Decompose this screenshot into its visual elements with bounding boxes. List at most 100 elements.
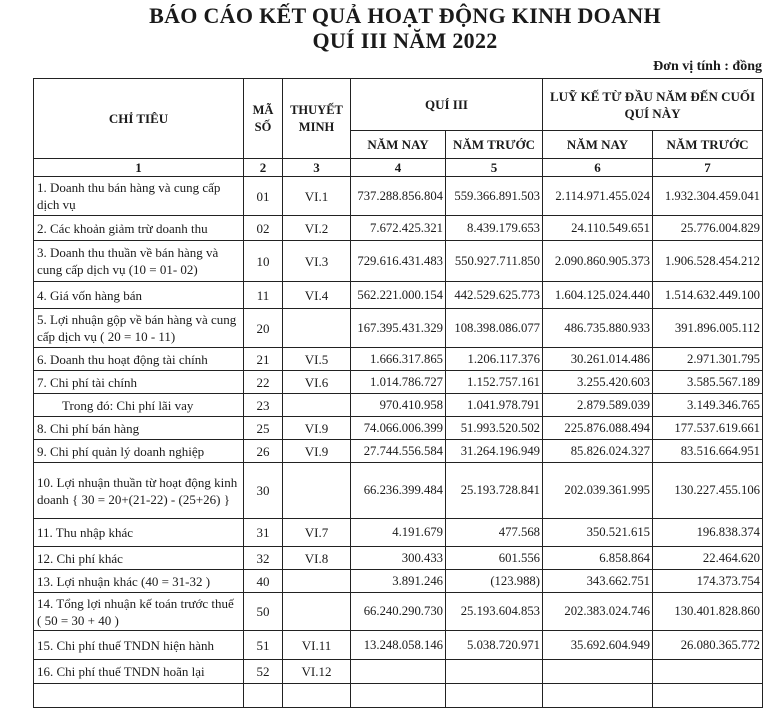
value-q-now: 27.744.556.584 bbox=[350, 439, 446, 463]
report-title: BÁO CÁO KẾT QUẢ HOẠT ĐỘNG KINH DOANH bbox=[149, 3, 661, 28]
value-c-prev: 22.464.620 bbox=[652, 546, 763, 570]
value-c-prev: 174.373.754 bbox=[652, 569, 763, 593]
value-c-prev bbox=[652, 659, 763, 684]
value-q-prev: 1.041.978.791 bbox=[445, 393, 543, 417]
row-note: VI.7 bbox=[282, 518, 351, 547]
value-q-prev: 51.993.520.502 bbox=[445, 416, 543, 440]
value-q-prev: 1.152.757.161 bbox=[445, 370, 543, 394]
row-note: VI.2 bbox=[282, 215, 351, 241]
row-label: 15. Chi phí thuế TNDN hiện hành bbox=[33, 630, 244, 660]
value-q-prev: (123.988) bbox=[445, 569, 543, 593]
row-label: 2. Các khoản giảm trừ doanh thu bbox=[33, 215, 244, 241]
row-label: 5. Lợi nhuận gộp về bán hàng và cung cấp… bbox=[33, 308, 244, 348]
row-note: VI.12 bbox=[282, 659, 351, 684]
value-c-prev: 2.971.301.795 bbox=[652, 347, 763, 371]
row-code: 40 bbox=[243, 569, 283, 593]
header-quarter-this-year: NĂM NAY bbox=[350, 130, 446, 159]
value-q-now: 66.240.290.730 bbox=[350, 592, 446, 631]
row-label: 10. Lợi nhuận thuần từ hoạt động kinh do… bbox=[33, 462, 244, 519]
row-label: 13. Lợi nhuận khác (40 = 31-32 ) bbox=[33, 569, 244, 593]
value-c-now: 30.261.014.486 bbox=[542, 347, 653, 371]
row-code: 11 bbox=[243, 281, 283, 309]
row-note: VI.8 bbox=[282, 546, 351, 570]
value-q-prev bbox=[445, 659, 543, 684]
value-c-prev: 3.149.346.765 bbox=[652, 393, 763, 417]
value-q-now: 1.666.317.865 bbox=[350, 347, 446, 371]
table-row: 7. Chi phí tài chính 22 VI.6 1.014.786.727 1… bbox=[33, 370, 763, 394]
row-label: 9. Chi phí quản lý doanh nghiệp bbox=[33, 439, 244, 463]
row-code: 02 bbox=[243, 215, 283, 241]
value-c-prev: 1.932.304.459.041 bbox=[652, 176, 763, 216]
row-label: 16. Chi phí thuế TNDN hoãn lại bbox=[33, 659, 244, 684]
row-code: 20 bbox=[243, 308, 283, 348]
row-note: VI.6 bbox=[282, 370, 351, 394]
row-code: 22 bbox=[243, 370, 283, 394]
value-q-now: 3.891.246 bbox=[350, 569, 446, 593]
value-c-now: 2.114.971.455.024 bbox=[542, 176, 653, 216]
value-c-now: 202.383.024.746 bbox=[542, 592, 653, 631]
value-q-prev: 477.568 bbox=[445, 518, 543, 547]
header-cumulative-last-year: NĂM TRƯỚC bbox=[652, 130, 763, 159]
value-c-now: 2.090.860.905.373 bbox=[542, 240, 653, 282]
column-number: 3 bbox=[282, 158, 351, 177]
row-note: VI.4 bbox=[282, 281, 351, 309]
row-note: VI.3 bbox=[282, 240, 351, 282]
row-note: VI.9 bbox=[282, 439, 351, 463]
row-note: VI.11 bbox=[282, 630, 351, 660]
value-c-prev: 196.838.374 bbox=[652, 518, 763, 547]
header-thuyet-minh: THUYẾT MINH bbox=[282, 78, 351, 159]
value-q-prev: 559.366.891.503 bbox=[445, 176, 543, 216]
value-c-now: 343.662.751 bbox=[542, 569, 653, 593]
table-row: 9. Chi phí quản lý doanh nghiệp 26 VI.9 27.… bbox=[33, 439, 763, 463]
row-label: 6. Doanh thu hoạt động tài chính bbox=[33, 347, 244, 371]
header-ma-so: MÃ SỐ bbox=[243, 78, 283, 159]
value-c-prev: 130.227.455.106 bbox=[652, 462, 763, 519]
table-row: 4. Giá vốn hàng bán 11 VI.4 562.221.000.154… bbox=[33, 281, 763, 309]
report-period: QUÍ III NĂM 2022 bbox=[312, 28, 498, 53]
table-row-partial bbox=[33, 683, 763, 708]
row-label: 8. Chi phí bán hàng bbox=[33, 416, 244, 440]
value-c-prev: 130.401.828.860 bbox=[652, 592, 763, 631]
currency-unit: Đơn vị tính : đồng bbox=[653, 59, 762, 74]
value-c-now: 6.858.864 bbox=[542, 546, 653, 570]
value-q-prev: 31.264.196.949 bbox=[445, 439, 543, 463]
header-cumulative: LUỸ KẾ TỪ ĐẦU NĂM ĐẾN CUỐI QUÍ NÀY bbox=[542, 78, 763, 131]
value-q-now bbox=[350, 659, 446, 684]
value-c-prev: 177.537.619.661 bbox=[652, 416, 763, 440]
row-code: 51 bbox=[243, 630, 283, 660]
header-chi-tieu: CHỈ TIÊU bbox=[33, 78, 244, 159]
value-c-now: 35.692.604.949 bbox=[542, 630, 653, 660]
value-c-prev: 1.514.632.449.100 bbox=[652, 281, 763, 309]
value-c-now: 24.110.549.651 bbox=[542, 215, 653, 241]
value-c-prev: 1.906.528.454.212 bbox=[652, 240, 763, 282]
value-q-now: 167.395.431.329 bbox=[350, 308, 446, 348]
table-row: 15. Chi phí thuế TNDN hiện hành 51 VI.11 13… bbox=[33, 630, 763, 660]
value-q-now: 1.014.786.727 bbox=[350, 370, 446, 394]
value-q-prev: 1.206.117.376 bbox=[445, 347, 543, 371]
value-c-now: 85.826.024.327 bbox=[542, 439, 653, 463]
row-code: 01 bbox=[243, 176, 283, 216]
row-code: 32 bbox=[243, 546, 283, 570]
row-code: 26 bbox=[243, 439, 283, 463]
value-c-now: 1.604.125.024.440 bbox=[542, 281, 653, 309]
row-code: 23 bbox=[243, 393, 283, 417]
row-label: 11. Thu nhập khác bbox=[33, 518, 244, 547]
value-q-now: 300.433 bbox=[350, 546, 446, 570]
column-number: 7 bbox=[652, 158, 763, 177]
column-number: 4 bbox=[350, 158, 446, 177]
value-c-now: 225.876.088.494 bbox=[542, 416, 653, 440]
row-code: 10 bbox=[243, 240, 283, 282]
value-q-prev: 8.439.179.653 bbox=[445, 215, 543, 241]
value-c-prev: 26.080.365.772 bbox=[652, 630, 763, 660]
row-code: 31 bbox=[243, 518, 283, 547]
row-label: 7. Chi phí tài chính bbox=[33, 370, 244, 394]
value-c-now bbox=[542, 659, 653, 684]
table-row: 8. Chi phí bán hàng 25 VI.9 74.066.006.399 5… bbox=[33, 416, 763, 440]
table-row: 16. Chi phí thuế TNDN hoãn lại 52 VI.12 bbox=[33, 659, 763, 684]
value-q-now: 562.221.000.154 bbox=[350, 281, 446, 309]
table-row: Trong đó: Chi phí lãi vay 23 970.410.958 1.… bbox=[33, 393, 763, 417]
value-q-prev: 5.038.720.971 bbox=[445, 630, 543, 660]
table-row: 5. Lợi nhuận gộp về bán hàng và cung cấp… bbox=[33, 308, 763, 348]
row-note: VI.9 bbox=[282, 416, 351, 440]
value-c-now: 2.879.589.039 bbox=[542, 393, 653, 417]
